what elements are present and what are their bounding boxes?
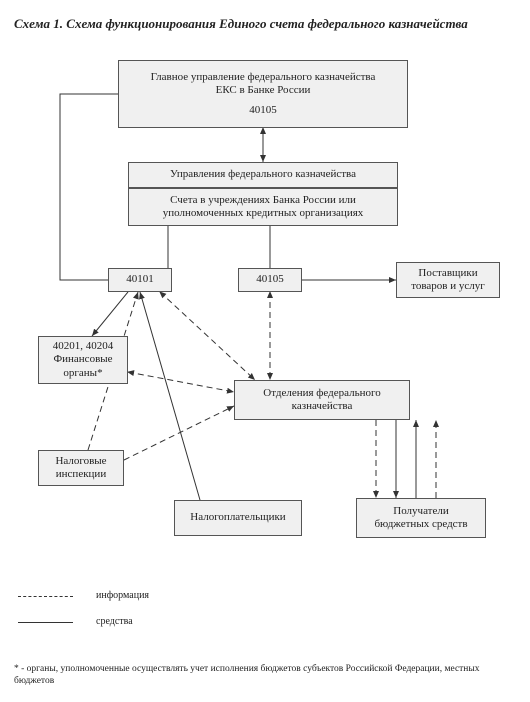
node-top-line1: Главное управление федерального казначей… — [151, 71, 376, 84]
node-mid-lower-l2: уполномоченных кредитных организациях — [163, 207, 364, 220]
node-recipients-l2: бюджетных средств — [374, 518, 467, 531]
node-mid-lower-l1: Счета в учреждениях Банка России или — [170, 194, 356, 207]
node-top: Главное управление федерального казначей… — [118, 60, 408, 128]
node-suppliers: Поставщики товаров и услуг — [396, 262, 500, 298]
node-mid-lower: Счета в учреждениях Банка России или упо… — [128, 188, 398, 226]
footnote: * - органы, уполномоченные осуществлять … — [14, 664, 516, 688]
node-taxinsp: Налоговые инспекции — [38, 450, 124, 486]
node-taxinsp-l2: инспекции — [56, 468, 106, 481]
legend-funds-label: средства — [96, 616, 133, 627]
diagram-page: Схема 1. Схема функционирования Единого … — [0, 0, 530, 702]
node-recipients: Получатели бюджетных средств — [356, 498, 486, 538]
node-dept-l2: казначейства — [292, 400, 353, 413]
node-40105-text: 40105 — [256, 273, 284, 286]
node-finorg: 40201, 40204 Финансовые органы* — [38, 336, 128, 384]
node-finorg-l2: Финансовые — [53, 353, 112, 366]
node-mid-upper-text: Управления федерального казначейства — [170, 168, 356, 181]
node-top-code: 40105 — [249, 104, 277, 117]
node-40101-text: 40101 — [126, 273, 154, 286]
node-dept: Отделения федерального казначейства — [234, 380, 410, 420]
node-suppliers-l1: Поставщики — [418, 267, 477, 280]
node-40101: 40101 — [108, 268, 172, 292]
node-top-line2: ЕКС в Банке России — [216, 84, 311, 97]
node-finorg-l1: 40201, 40204 — [53, 340, 114, 353]
diagram-title: Схема 1. Схема функционирования Единого … — [14, 16, 516, 33]
node-finorg-l3: органы* — [63, 367, 102, 380]
legend-solid-line — [18, 622, 73, 623]
node-taxinsp-l1: Налоговые — [55, 455, 106, 468]
node-mid-upper: Управления федерального казначейства — [128, 162, 398, 188]
node-taxpayers: Налогоплательщики — [174, 500, 302, 536]
node-dept-l1: Отделения федерального — [263, 387, 381, 400]
node-recipients-l1: Получатели — [393, 505, 448, 518]
legend-info-label: информация — [96, 590, 149, 601]
node-40105: 40105 — [238, 268, 302, 292]
legend-dash-line — [18, 596, 73, 597]
node-suppliers-l2: товаров и услуг — [411, 280, 485, 293]
node-taxpayers-text: Налогоплательщики — [190, 511, 285, 524]
